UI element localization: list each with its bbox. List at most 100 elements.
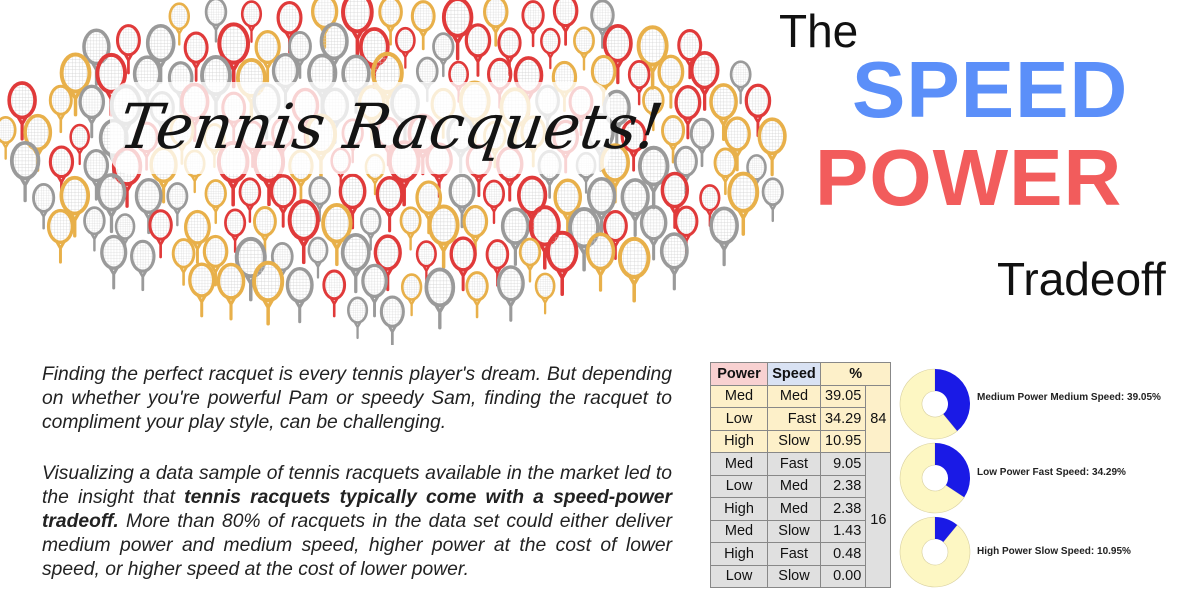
racquet-icon	[642, 85, 665, 132]
header-speed: Speed	[767, 362, 821, 386]
racquet-collage	[0, 0, 787, 345]
insight-paragraph: Visualizing a data sample of tennis racq…	[42, 462, 672, 582]
racquet-icon	[757, 117, 787, 177]
table-row: High Slow 10.95	[710, 429, 891, 453]
racquet-icon	[321, 202, 353, 267]
racquet-icon	[288, 30, 312, 79]
racquet-icon	[617, 236, 651, 303]
table-row: Med Slow 1.43	[710, 519, 891, 543]
racquet-icon	[378, 0, 403, 46]
racquet-icon	[240, 0, 263, 43]
racquet-icon	[23, 113, 53, 172]
racquet-icon	[729, 60, 752, 105]
racquet-icon	[534, 272, 556, 315]
racquet-icon	[482, 179, 506, 225]
racquet-icon	[204, 179, 227, 225]
racquet-icon	[410, 0, 436, 51]
donut-value-slice	[935, 369, 970, 432]
racquet-icon	[287, 199, 320, 265]
header-percent: %	[819, 362, 892, 386]
cell-power: Med	[710, 384, 768, 408]
cell-pct: 1.43	[819, 519, 867, 543]
racquet-icon	[115, 24, 141, 75]
donut-rest-slice	[899, 368, 958, 440]
racquet-icon	[322, 269, 347, 318]
racquet-icon	[252, 260, 285, 326]
racquet-icon	[483, 0, 509, 47]
racquet-icon	[7, 81, 37, 141]
banner-backdrop	[110, 82, 610, 174]
donut-value-slice	[935, 443, 970, 498]
cell-power: Med	[710, 452, 768, 476]
heading-speed: SPEED	[852, 45, 1129, 134]
racquet-icon	[627, 59, 651, 106]
racquet-icon	[83, 148, 110, 201]
group-total-top: 84	[865, 384, 892, 453]
racquet-icon	[518, 237, 542, 283]
insight-text-a: Visualizing a data sample of tennis racq…	[42, 463, 672, 508]
racquet-icon	[528, 205, 561, 270]
racquet-icon	[171, 238, 196, 286]
racquet-icon	[709, 83, 738, 142]
racquet-icon	[307, 236, 329, 279]
racquet-icon	[659, 232, 689, 291]
racquet-icon	[166, 182, 189, 227]
cell-power: Low	[710, 474, 768, 498]
racquet-icon	[602, 24, 633, 85]
racquet-icon	[400, 273, 423, 317]
racquet-icon	[603, 210, 628, 260]
racquet-icon	[78, 84, 106, 139]
donut-high-slow	[899, 516, 971, 588]
racquet-icon	[620, 178, 650, 238]
racquet-icon	[713, 147, 738, 196]
racquet-icon	[761, 177, 784, 223]
donut-value-slice	[935, 517, 958, 542]
racquet-icon	[238, 177, 262, 223]
racquet-icon	[465, 271, 489, 319]
heading-tradeoff: Tradeoff	[997, 253, 1166, 305]
donut-rest-slice	[899, 442, 965, 514]
racquet-icon	[9, 141, 41, 203]
donut-label-high-slow: High Power Slow Speed: 10.95%	[977, 546, 1131, 557]
racquet-icon	[359, 207, 382, 251]
racquet-icon	[699, 184, 721, 227]
racquet-icon	[202, 234, 229, 287]
insight-bold: tennis racquets typically come with a sp…	[42, 487, 672, 532]
table-row: High Med 2.38	[710, 497, 891, 521]
racquet-icon	[441, 0, 474, 61]
cell-speed: Slow	[767, 564, 821, 588]
cell-pct: 10.95	[819, 429, 867, 453]
cell-pct: 39.05	[819, 384, 867, 408]
racquet-icon	[308, 176, 332, 222]
speed-power-table: Power Speed % Med Med 39.05 84 Low Fast …	[710, 362, 892, 588]
racquet-icon	[521, 0, 545, 48]
racquet-icon	[727, 171, 760, 236]
insight-text-b: More than 80% of racquets in the data se…	[42, 511, 672, 580]
racquet-icon	[620, 118, 647, 172]
racquet-icon	[500, 207, 530, 266]
racquet-icon	[657, 54, 685, 109]
header-power: Power	[710, 362, 768, 386]
cell-pct: 34.29	[819, 407, 867, 431]
cell-pct: 9.05	[819, 452, 867, 476]
donut-med-med	[899, 368, 970, 440]
racquet-icon	[427, 204, 460, 269]
cell-speed: Fast	[767, 542, 821, 566]
racquet-icon	[46, 208, 75, 264]
cell-speed: Slow	[767, 519, 821, 543]
cell-speed: Fast	[767, 452, 821, 476]
racquet-icon	[69, 123, 90, 166]
racquet-icon	[183, 209, 211, 265]
cell-power: Low	[710, 407, 768, 431]
cell-power: Low	[710, 564, 768, 588]
racquet-icon	[59, 175, 91, 238]
racquet-icon	[276, 0, 303, 54]
racquet-icon	[586, 176, 617, 237]
racquet-icon	[269, 174, 297, 228]
racquet-icon	[183, 31, 209, 82]
table-header-row: Power Speed %	[710, 362, 892, 386]
banner-title: Tennis Racquets!	[114, 90, 668, 163]
racquet-icon	[96, 173, 127, 234]
racquet-icon	[552, 0, 579, 46]
cell-pct: 0.48	[819, 542, 867, 566]
